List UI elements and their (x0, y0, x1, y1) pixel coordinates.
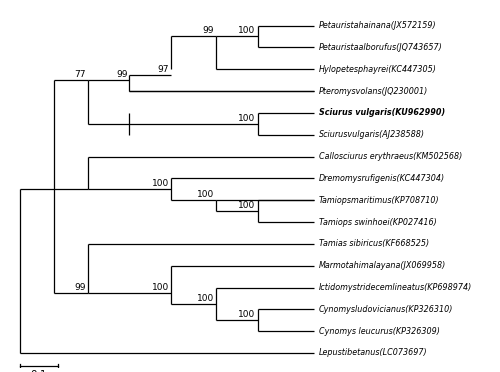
Text: 0.1: 0.1 (30, 370, 47, 372)
Text: 100: 100 (197, 190, 214, 199)
Text: 100: 100 (238, 26, 256, 35)
Text: 100: 100 (152, 179, 169, 188)
Text: 99: 99 (116, 70, 128, 79)
Text: 100: 100 (152, 283, 169, 292)
Text: Ictidomystridecemlineatus(KP698974): Ictidomystridecemlineatus(KP698974) (318, 283, 472, 292)
Text: Dremomysrufigenis(KC447304): Dremomysrufigenis(KC447304) (318, 174, 444, 183)
Text: Hylopetesphayrei(KC447305): Hylopetesphayrei(KC447305) (318, 65, 436, 74)
Text: Callosciurus erythraeus(KM502568): Callosciurus erythraeus(KM502568) (318, 152, 462, 161)
Text: 100: 100 (238, 201, 256, 210)
Text: Petauristahainana(JX572159): Petauristahainana(JX572159) (318, 21, 436, 30)
Text: Sciurusvulgaris(AJ238588): Sciurusvulgaris(AJ238588) (318, 130, 424, 139)
Text: Tamiops swinhoei(KP027416): Tamiops swinhoei(KP027416) (318, 218, 436, 227)
Text: Cynomysludovicianus(KP326310): Cynomysludovicianus(KP326310) (318, 305, 453, 314)
Text: 100: 100 (197, 294, 214, 303)
Text: Lepustibetanus(LC073697): Lepustibetanus(LC073697) (318, 349, 427, 357)
Text: 100: 100 (238, 310, 256, 319)
Text: Cynomys leucurus(KP326309): Cynomys leucurus(KP326309) (318, 327, 440, 336)
Text: Marmotahimalayana(JX069958): Marmotahimalayana(JX069958) (318, 261, 446, 270)
Text: Pteromysvolans(JQ230001): Pteromysvolans(JQ230001) (318, 87, 428, 96)
Text: 77: 77 (74, 70, 86, 79)
Text: 99: 99 (202, 26, 214, 35)
Text: 100: 100 (238, 114, 256, 123)
Text: Petauristaalborufus(JQ743657): Petauristaalborufus(JQ743657) (318, 43, 442, 52)
Text: Sciurus vulgaris(KU962990): Sciurus vulgaris(KU962990) (318, 108, 444, 118)
Text: Tamias sibiricus(KF668525): Tamias sibiricus(KF668525) (318, 239, 428, 248)
Text: 97: 97 (158, 65, 169, 74)
Text: Tamiopsmaritimus(KP708710): Tamiopsmaritimus(KP708710) (318, 196, 439, 205)
Text: 99: 99 (74, 283, 86, 292)
